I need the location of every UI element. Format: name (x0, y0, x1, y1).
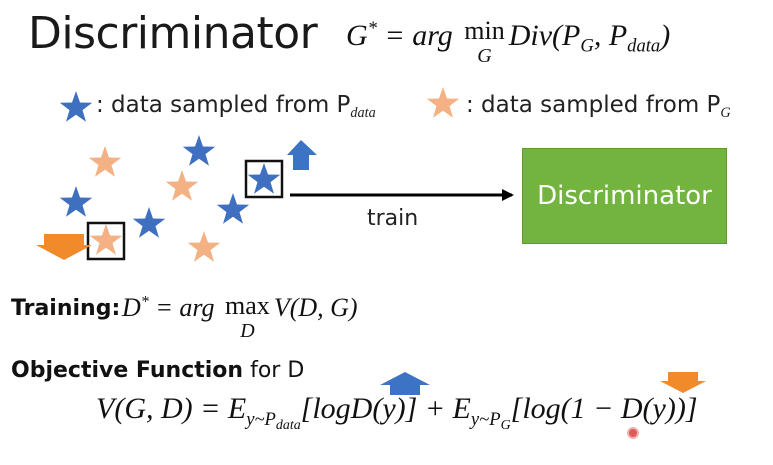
objective-heading-rest: for D (243, 358, 305, 383)
discriminator-box: Discriminator (522, 148, 727, 244)
data-star-icon (182, 135, 216, 166)
legend-data-sub: data (350, 104, 376, 121)
formula-div: Div(P (508, 19, 581, 53)
training-star: * (140, 293, 149, 311)
selected-generated-box (86, 221, 126, 261)
obj-term2: [log(1 − D(y))] (510, 392, 698, 425)
data-star-icon (132, 207, 166, 238)
formula-comma: , P (593, 19, 628, 53)
up-arrow-icon (287, 140, 317, 170)
generated-star-icon (187, 231, 221, 262)
max-label: max (225, 291, 270, 320)
formula-eq: = arg (384, 19, 453, 53)
train-label: train (367, 206, 419, 231)
obj-e1-subsub: data (275, 417, 301, 433)
formula-sub-g: G (580, 35, 594, 57)
generated-star-icon (165, 170, 199, 201)
training-eq: = arg (155, 293, 215, 322)
obj-e2-subsub: G (500, 417, 511, 433)
formula-sub-data: data (627, 35, 661, 57)
formula-star: * (367, 18, 377, 39)
generated-star-selected-icon (89, 224, 123, 255)
increase-arrow-icon (380, 372, 430, 395)
formula-close: ) (660, 19, 671, 53)
max-subscript: D (240, 320, 255, 342)
min-label: min (464, 16, 505, 45)
obj-e2-sub: y~P (470, 408, 501, 430)
objective-heading: Objective Function for D (11, 358, 304, 383)
training-label: Training: (11, 296, 121, 321)
objective-heading-bold: Objective Function (11, 358, 244, 383)
selected-data-box (244, 159, 284, 199)
legend-data-label: : data sampled from P (96, 92, 351, 118)
formula-g: G (346, 19, 368, 53)
data-star-icon (59, 186, 93, 217)
training-rhs: V(D, G) (273, 293, 358, 322)
data-star-icon (216, 193, 250, 224)
legend-gen-sub: G (720, 104, 731, 121)
obj-term1: [logD(y)] + E (300, 392, 471, 425)
min-subscript: G (477, 45, 492, 67)
generated-star-icon (88, 146, 122, 177)
legend-generated: : data sampled from PG (466, 92, 731, 122)
cursor-dot (627, 427, 639, 439)
down-arrow-icon (36, 234, 92, 260)
obj-e1-sub: y~P (246, 408, 276, 430)
legend-gen-label: : data sampled from P (466, 92, 721, 118)
objective-formula: V(G, D) = Ey~Pdata[logD(y)] + Ey~PG[log(… (96, 392, 698, 434)
legend-gen-star-icon (426, 87, 460, 118)
max-operator: max D (225, 291, 270, 342)
training-d: D (122, 293, 141, 322)
data-star-selected-icon (247, 163, 281, 194)
generator-objective-formula: G* = arg min G Div(PG, Pdata) (346, 16, 671, 67)
training-formula: D* = arg max D V(D, G) (122, 291, 358, 342)
obj-lhs: V(G, D) = E (96, 392, 247, 425)
min-operator: min G (464, 16, 505, 67)
legend-data-star-icon (59, 91, 93, 122)
decrease-arrow-icon (660, 372, 706, 393)
slide-title: Discriminator (28, 8, 318, 59)
discriminator-label: Discriminator (537, 181, 712, 211)
legend-data: : data sampled from Pdata (96, 92, 376, 122)
